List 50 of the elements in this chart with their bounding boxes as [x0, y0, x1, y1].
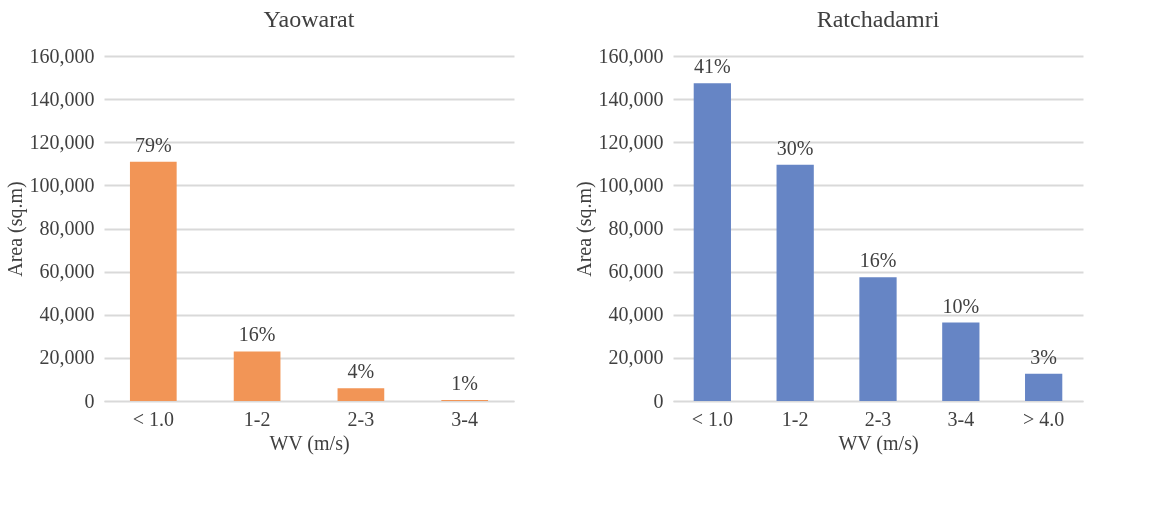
y-tick-label: 80,000 — [608, 217, 664, 239]
y-axis-title: Area (sq.m) — [3, 181, 27, 277]
y-tick-label: 120,000 — [29, 130, 95, 153]
x-tick-label: < 1.0 — [132, 407, 174, 430]
y-tick-label: 60,000 — [39, 260, 95, 283]
x-axis-title: WV (m/s) — [838, 431, 919, 455]
bar — [776, 164, 814, 401]
bar — [1025, 373, 1063, 401]
annotation: 16% — [859, 249, 897, 272]
bar — [942, 322, 980, 401]
y-tick-label: 20,000 — [608, 346, 664, 369]
y-axis-title: Area (sq.m) — [572, 181, 596, 277]
x-tick-label: 3-4 — [451, 407, 479, 430]
annotation: 16% — [238, 323, 276, 346]
x-tick-label: 2-3 — [347, 407, 375, 430]
annotation: 30% — [776, 136, 814, 159]
chart-title: Ratchadamri — [816, 6, 940, 32]
y-tick-label: 0 — [84, 389, 95, 412]
y-tick-label: 100,000 — [598, 173, 664, 196]
bar — [337, 388, 385, 401]
bar — [693, 83, 731, 401]
annotation: 3% — [1030, 345, 1057, 368]
x-tick-label: 3-4 — [947, 407, 975, 430]
y-tick-label: 40,000 — [39, 303, 95, 326]
bar — [859, 277, 897, 401]
y-tick-label: 0 — [653, 389, 664, 412]
annotation: 79% — [134, 133, 172, 156]
y-tick-label: 100,000 — [29, 173, 95, 196]
y-tick-label: 60,000 — [608, 260, 664, 283]
chart-title: Yaowarat — [263, 6, 355, 32]
y-tick-label: 120,000 — [598, 130, 664, 153]
x-tick-label: 1-2 — [243, 407, 271, 430]
annotation: 10% — [942, 294, 980, 317]
y-tick-label: 20,000 — [39, 346, 95, 369]
y-tick-label: 40,000 — [608, 303, 664, 326]
bar — [129, 161, 177, 401]
y-tick-label: 140,000 — [598, 87, 664, 110]
x-tick-label: > 4.0 — [1023, 407, 1065, 430]
x-tick-label: < 1.0 — [691, 407, 733, 430]
x-tick-label: 1-2 — [781, 407, 809, 430]
x-tick-label: 2-3 — [864, 407, 892, 430]
annotation: 41% — [694, 55, 731, 78]
y-tick-label: 140,000 — [29, 87, 95, 110]
annotation: 4% — [347, 360, 375, 383]
y-tick-label: 80,000 — [39, 217, 95, 239]
y-tick-label: 160,000 — [598, 44, 664, 67]
y-tick-label: 160,000 — [29, 44, 95, 67]
annotation: 1% — [451, 371, 479, 394]
x-axis-title: WV (m/s) — [269, 431, 350, 455]
bar — [233, 351, 281, 401]
